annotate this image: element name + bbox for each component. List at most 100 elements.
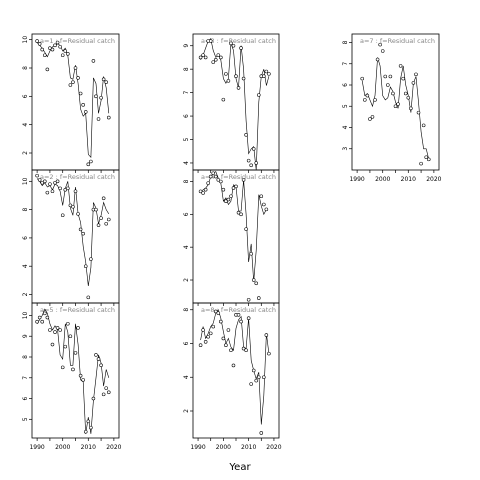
observed-point <box>40 47 45 52</box>
y-tick-label: 7 <box>22 376 29 380</box>
chart-panel-5: a=4 : f=Residual catch 2 4 6 8 <box>183 169 280 306</box>
observed-point <box>96 223 101 227</box>
observed-point <box>264 207 269 212</box>
x-axis-label: Year <box>228 462 251 473</box>
x-tick-label: 2010 <box>81 444 96 451</box>
observed-point <box>226 197 231 202</box>
y-tick-label: 7 <box>183 91 190 95</box>
observed-point <box>241 76 246 81</box>
observed-point <box>239 319 243 324</box>
observed-point <box>401 76 405 81</box>
observed-point <box>254 281 259 286</box>
panel-title: a=3 : f=Residual catch <box>201 37 276 45</box>
observed-point <box>224 72 228 76</box>
observed-point <box>104 221 108 226</box>
observed-point <box>60 213 65 218</box>
observed-point <box>106 217 111 222</box>
observed-point <box>50 342 55 347</box>
observed-point <box>58 328 62 332</box>
observed-point <box>241 346 246 351</box>
observed-point <box>68 334 73 339</box>
y-tick-label: 8 <box>183 67 190 71</box>
x-tick-label: 2000 <box>375 176 390 183</box>
observed-point <box>391 91 395 96</box>
observed-point <box>201 328 205 332</box>
observed-point <box>246 158 251 163</box>
observed-point <box>259 194 264 199</box>
y-tick-label: 10 <box>22 311 29 319</box>
observed-point <box>37 42 42 46</box>
y-tick-label: 6 <box>22 396 29 400</box>
panel-frame <box>192 33 280 171</box>
observed-point <box>416 110 421 115</box>
y-tick-label: 5 <box>342 104 349 108</box>
observed-point <box>262 375 266 380</box>
observed-point <box>201 191 205 195</box>
observed-point <box>73 189 78 193</box>
observed-point <box>219 179 223 184</box>
observed-point <box>254 161 259 165</box>
chart-panel-7: a=5 : f=Residual catch 5 6 7 8 9 10 1990 2000 201… <box>22 302 122 451</box>
observed-point <box>86 419 91 424</box>
fitted-line <box>200 309 270 425</box>
observed-point <box>101 392 106 397</box>
observed-point <box>360 76 365 81</box>
observed-point <box>221 336 226 341</box>
observed-point <box>213 174 218 179</box>
y-tick-label: 5 <box>22 417 29 421</box>
fitted-line <box>200 38 270 171</box>
panels-group: a=1 : f=Residual catch 2 4 6 8 10 a=3 : f=Resi… <box>22 33 442 451</box>
observed-point <box>259 431 264 435</box>
y-tick-label: 10 <box>22 36 29 44</box>
observed-point <box>231 186 236 190</box>
observed-point <box>234 184 238 189</box>
y-tick-label: 4 <box>342 125 349 129</box>
fitted-line <box>361 57 430 160</box>
y-tick-label: 8 <box>342 40 349 44</box>
x-tick-label: 2010 <box>241 444 256 451</box>
observed-point <box>104 80 108 84</box>
observed-point <box>37 178 42 182</box>
observed-point <box>83 264 88 268</box>
observed-point <box>213 309 218 314</box>
observed-point <box>78 227 83 232</box>
observed-point <box>224 199 228 203</box>
observed-point <box>81 378 85 382</box>
observed-point <box>239 46 243 50</box>
observed-point <box>99 363 103 368</box>
observed-point <box>58 44 62 49</box>
observed-point <box>219 319 223 324</box>
observed-point <box>99 216 103 220</box>
observed-point <box>89 159 93 164</box>
observed-point <box>53 43 57 48</box>
y-tick-label: 6 <box>22 236 29 240</box>
observed-point <box>68 83 73 87</box>
observed-point <box>43 179 47 184</box>
x-tick-label: 1990 <box>190 444 205 451</box>
observed-point <box>78 91 83 96</box>
observed-point <box>208 39 213 43</box>
observed-point <box>89 425 93 430</box>
x-tick-label: 1990 <box>29 444 44 451</box>
observed-point <box>201 53 205 57</box>
observed-point <box>96 357 101 361</box>
observed-point <box>403 91 408 96</box>
observed-point <box>386 83 390 87</box>
y-tick-label: 4 <box>183 245 190 249</box>
panel-title: a=5 : f=Residual catch <box>40 306 115 314</box>
observed-point <box>89 257 93 261</box>
observed-point <box>43 311 47 316</box>
observed-point <box>409 106 413 111</box>
panel-title: a=1 : f=Residual catch <box>40 37 115 45</box>
observed-point <box>198 343 203 347</box>
y-tick-label: 2 <box>22 292 29 296</box>
observed-point <box>262 202 266 207</box>
observed-point <box>35 173 39 178</box>
y-tick-label: 4 <box>183 161 190 165</box>
observed-point <box>388 74 393 79</box>
observed-point <box>234 74 238 78</box>
y-tick-label: 4 <box>22 264 29 268</box>
panel-title: a=2 : f=Residual catch <box>40 173 115 181</box>
y-tick-label: 6 <box>183 114 190 118</box>
observed-point <box>267 351 271 356</box>
